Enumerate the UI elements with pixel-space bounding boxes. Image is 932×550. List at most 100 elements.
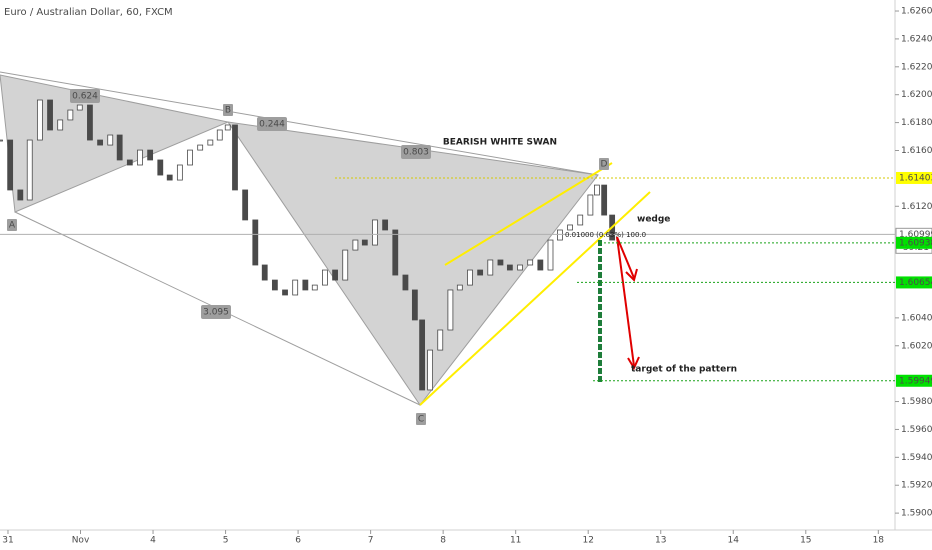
point-label-box	[416, 413, 426, 425]
ratio-box	[70, 89, 100, 103]
price-label-box	[896, 374, 932, 387]
x-tick-label: 4	[150, 536, 156, 546]
candle	[166, 174, 173, 181]
point-label: A	[9, 221, 16, 231]
candle	[537, 259, 544, 271]
x-tick-label: 6	[295, 536, 301, 546]
candle	[261, 264, 268, 281]
candle	[157, 159, 164, 176]
y-tick-label: 1.59400	[901, 453, 932, 463]
y-tick-label: 1.62600	[901, 7, 932, 17]
ratio-box	[201, 305, 231, 319]
wedge-upper	[444, 162, 613, 266]
candle	[76, 104, 83, 111]
x-tick-label: 11	[510, 536, 521, 546]
arrow	[616, 236, 635, 279]
candle	[187, 149, 193, 166]
ratio-box	[401, 145, 431, 159]
x-tick-label: Nov	[72, 536, 90, 546]
ratio-box	[257, 117, 287, 131]
y-tick-label: 1.62000	[901, 90, 932, 100]
candle	[411, 289, 418, 321]
price-label: 1.60999	[899, 230, 932, 240]
candle	[67, 109, 74, 121]
candle	[47, 99, 53, 131]
candle	[271, 279, 278, 291]
candle	[311, 284, 318, 291]
y-tick-label: 1.60200	[901, 341, 932, 351]
price-label: 1.60654	[899, 278, 932, 288]
candle	[456, 284, 463, 291]
candle	[419, 319, 426, 391]
y-tick-label: 1.59000	[901, 509, 932, 519]
candle	[26, 139, 33, 201]
price-label: 1.59949	[899, 376, 932, 386]
point-label: B	[225, 106, 231, 116]
x-tick-label: 15	[800, 536, 811, 546]
candle	[87, 104, 93, 141]
y-tick-label: 1.60400	[901, 313, 932, 323]
candle	[392, 229, 399, 276]
candle	[427, 349, 433, 391]
candle	[487, 259, 494, 276]
candle	[216, 129, 223, 141]
candle	[547, 239, 554, 271]
candle	[242, 189, 249, 221]
candle	[57, 119, 64, 131]
candle	[116, 134, 123, 161]
candle	[506, 264, 513, 271]
x-tick-label: 14	[728, 536, 740, 546]
candle	[361, 239, 368, 246]
candle	[36, 99, 43, 141]
candle	[252, 219, 259, 266]
trend-xd	[0, 71, 599, 176]
y-tick-label: 1.62400	[901, 34, 932, 44]
price-label-box	[896, 236, 932, 249]
candle	[107, 134, 114, 146]
arrow-head	[627, 356, 640, 371]
point-label-box	[223, 104, 233, 116]
candle	[382, 219, 389, 231]
wedge-lower	[419, 191, 651, 406]
ratio-label: 0.803	[403, 148, 429, 158]
x-tick-label: 5	[223, 536, 229, 546]
point-label: C	[418, 415, 424, 425]
y-tick-label: 1.62200	[901, 62, 932, 72]
annotation: target of the pattern	[631, 365, 737, 375]
candle	[17, 189, 24, 201]
candle	[97, 139, 103, 146]
candle	[577, 214, 584, 226]
candle	[176, 164, 183, 181]
candle	[332, 269, 338, 281]
candle	[467, 269, 473, 286]
arrow	[616, 236, 635, 367]
candle	[587, 194, 594, 216]
candle	[147, 149, 154, 161]
candle	[527, 259, 534, 266]
y-tick-label: 1.59800	[901, 397, 932, 407]
candle	[447, 289, 454, 331]
point-label: D	[601, 160, 608, 170]
candle	[402, 274, 409, 291]
ratio-label: 0.624	[72, 92, 98, 102]
x-tick-label: 8	[440, 536, 446, 546]
annotation: BEARISH WHITE SWAN	[443, 138, 557, 148]
candle	[207, 139, 214, 146]
candle	[601, 184, 608, 216]
price-label-box	[896, 276, 932, 289]
candle	[302, 279, 309, 291]
candle	[437, 329, 444, 351]
candle	[224, 124, 231, 131]
candle	[292, 279, 299, 296]
candle	[342, 249, 349, 281]
ratio-label: 3.095	[203, 308, 229, 318]
point-label-box	[599, 158, 609, 170]
candle	[322, 269, 328, 286]
candle	[594, 184, 600, 196]
candle	[282, 289, 288, 296]
y-tick-label: 1.61200	[901, 202, 932, 212]
candle	[0, 139, 3, 142]
candle	[352, 239, 359, 251]
